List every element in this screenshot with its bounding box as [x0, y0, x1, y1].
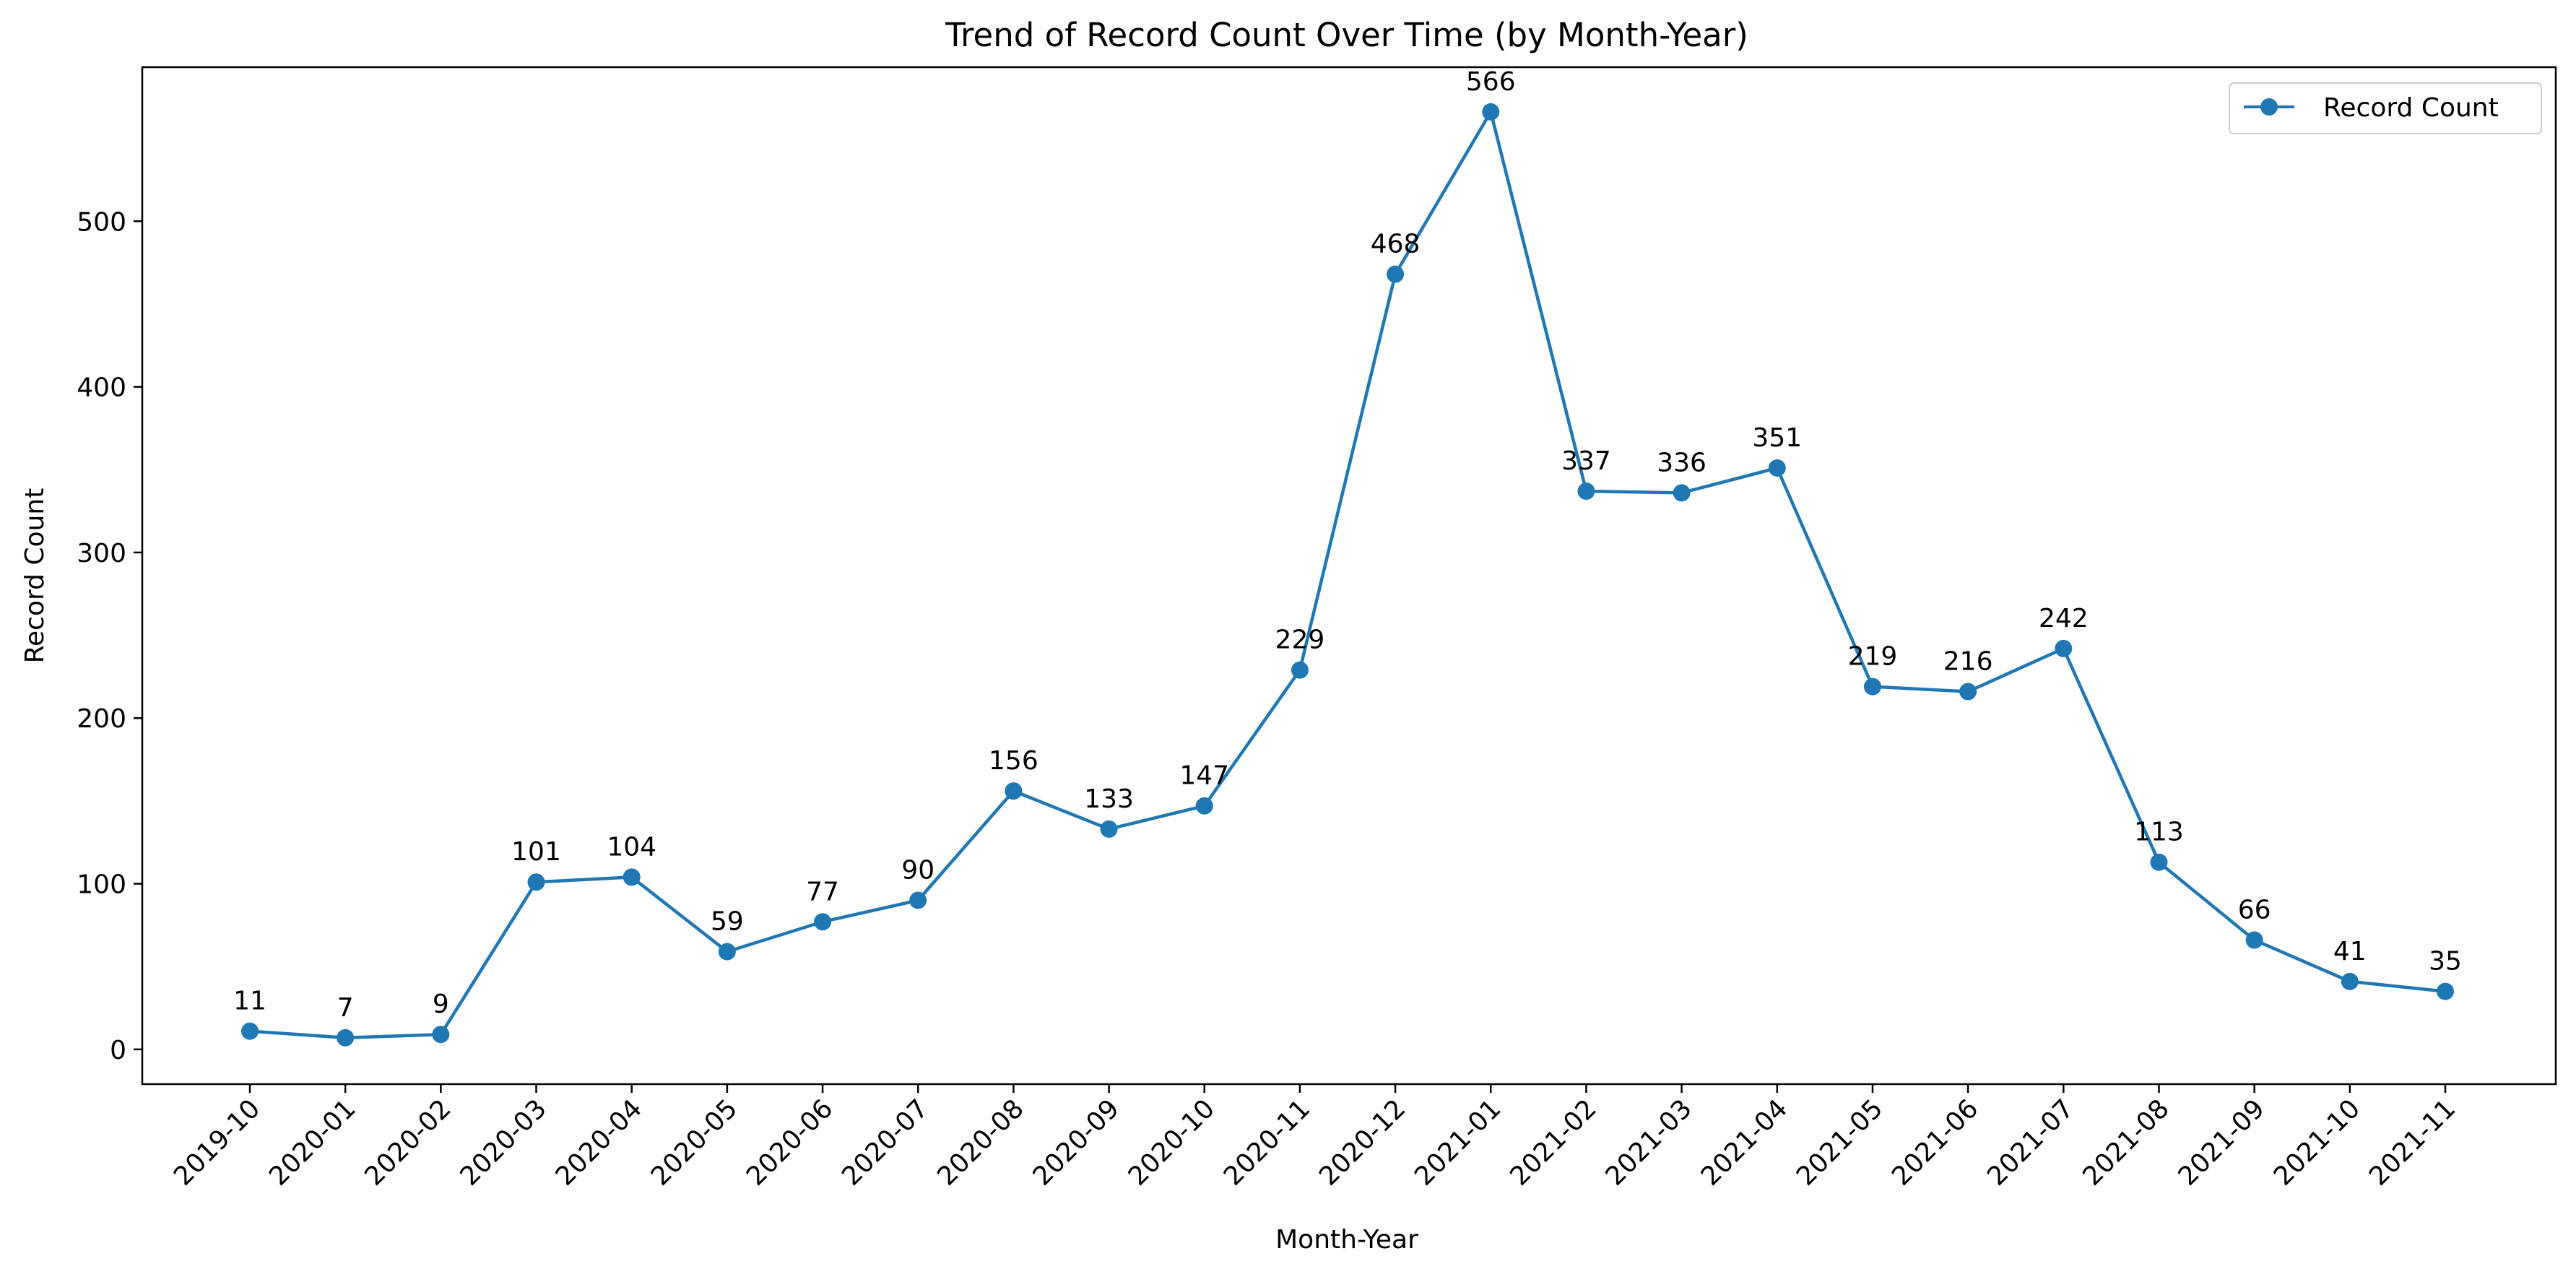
data-label: 35	[2429, 947, 2462, 977]
data-point	[1863, 678, 1881, 696]
data-label: 113	[2134, 818, 2184, 847]
data-point	[623, 868, 641, 886]
y-tick-label: 300	[77, 539, 126, 568]
data-point	[1005, 782, 1023, 800]
data-label: 11	[233, 987, 266, 1016]
data-point	[2341, 972, 2359, 990]
data-label: 59	[711, 907, 744, 937]
series-line	[249, 110, 2446, 1040]
data-point	[1291, 661, 1309, 679]
data-label: 219	[1848, 642, 1898, 672]
data-label: 9	[433, 990, 449, 1019]
data-point	[1959, 683, 1977, 701]
legend: Record Count	[2229, 82, 2542, 134]
data-point	[1482, 103, 1500, 121]
series-record-count: 11 7 9 101 104 59 77 90 156 133 147 229 468 566 337 336…	[233, 67, 2462, 1047]
data-label: 216	[1943, 647, 1993, 677]
y-tick-label: 0	[110, 1036, 126, 1065]
y-tick-label: 100	[77, 870, 126, 900]
data-label: 147	[1179, 761, 1229, 791]
data-point	[241, 1022, 259, 1040]
data-point	[527, 873, 545, 891]
data-label: 566	[1466, 67, 1516, 97]
data-point	[1387, 265, 1405, 283]
y-tick-label: 200	[77, 704, 126, 734]
plot-area	[141, 66, 2557, 1086]
legend-label: Record Count	[2323, 93, 2499, 123]
data-point	[909, 891, 927, 909]
chart-title: Trend of Record Count Over Time (by Mont…	[945, 16, 1748, 54]
data-label: 156	[989, 746, 1038, 776]
data-label: 133	[1084, 784, 1134, 814]
data-point	[1768, 459, 1786, 477]
data-point	[2245, 931, 2263, 949]
data-point	[1673, 484, 1691, 502]
x-axis-label: Month-Year	[1275, 1225, 1418, 1255]
data-point	[814, 913, 832, 931]
data-label: 66	[2238, 895, 2271, 925]
data-label: 229	[1275, 625, 1325, 655]
data-label: 104	[607, 832, 656, 862]
data-label: 336	[1657, 448, 1707, 477]
data-point	[2055, 639, 2073, 657]
data-label: 90	[901, 855, 934, 885]
data-point	[1577, 482, 1595, 501]
data-label: 41	[2333, 937, 2367, 966]
data-point	[2150, 853, 2168, 871]
y-tick-label: 400	[77, 373, 126, 403]
data-label: 7	[337, 993, 354, 1023]
data-point	[432, 1026, 450, 1044]
data-point	[718, 943, 736, 961]
data-point	[337, 1029, 355, 1047]
y-axis: 0 100 200 300 400 500	[77, 207, 142, 1065]
data-point	[2437, 982, 2454, 1000]
data-label: 337	[1561, 446, 1611, 476]
data-label: 77	[806, 877, 839, 906]
legend-marker-sample	[2260, 98, 2278, 116]
data-point	[1195, 797, 1213, 815]
y-tick-label: 500	[77, 207, 126, 237]
data-label: 242	[2039, 604, 2089, 633]
data-point	[1100, 820, 1118, 838]
data-label: 351	[1752, 423, 1802, 453]
data-label: 101	[511, 837, 561, 867]
legend-box	[2229, 82, 2542, 134]
data-label: 468	[1371, 230, 1421, 259]
y-axis-label: Record Count	[20, 488, 50, 664]
